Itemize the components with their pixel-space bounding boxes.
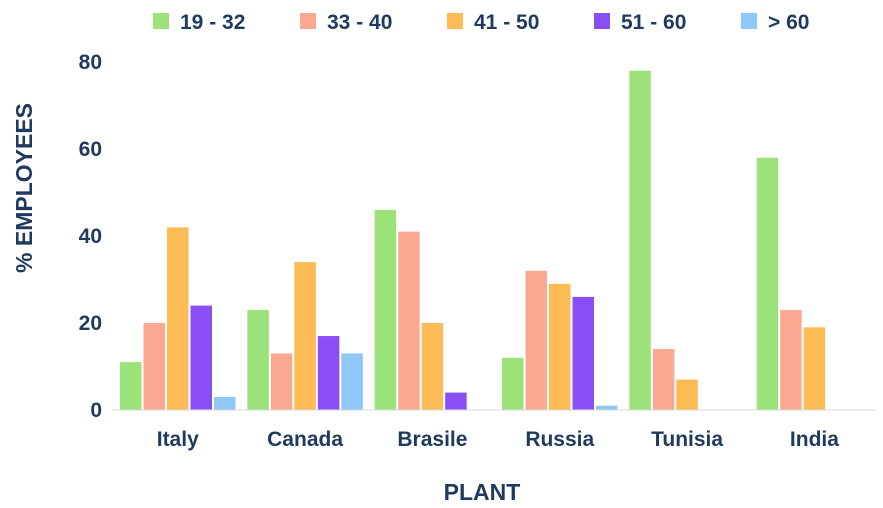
y-tick-label: 0 bbox=[90, 399, 102, 422]
bar-italy-series-3 bbox=[167, 227, 189, 410]
bar-brasile-series-3 bbox=[421, 323, 444, 410]
legend-label: 51 - 60 bbox=[621, 11, 686, 34]
bar-india-series-3 bbox=[803, 327, 826, 410]
x-category-label: Italy bbox=[157, 428, 199, 451]
y-tick-label: 40 bbox=[79, 225, 102, 248]
y-tick-label: 60 bbox=[79, 138, 102, 161]
bar-russia-series-1 bbox=[502, 357, 524, 410]
legend-swatch bbox=[300, 13, 316, 29]
bar-brasile-series-4 bbox=[445, 392, 467, 410]
legend: 19 - 32 33 - 40 41 - 50 51 - 60 > 60 bbox=[153, 11, 809, 34]
y-tick-label: 20 bbox=[79, 312, 102, 335]
bar-canada-series-1 bbox=[247, 309, 269, 410]
x-category-label: Brasile bbox=[397, 428, 467, 451]
bar-russia-series-3 bbox=[549, 283, 571, 410]
y-tick-label: 80 bbox=[79, 51, 102, 74]
bar-canada-series-2 bbox=[270, 353, 293, 410]
bar-tunisia-series-2 bbox=[652, 349, 675, 410]
bar-tunisia-series-1 bbox=[629, 70, 651, 410]
bar-italy-series-4 bbox=[190, 305, 212, 410]
x-axis-categories: Italy Canada Brasile Russia Tunisia India bbox=[157, 428, 839, 451]
bar-india-series-2 bbox=[780, 309, 802, 410]
x-category-label: India bbox=[790, 428, 839, 451]
legend-swatch bbox=[741, 13, 757, 29]
legend-swatch bbox=[447, 13, 463, 29]
bar-italy-series-2 bbox=[143, 323, 165, 410]
bar-italy-series-1 bbox=[120, 362, 142, 410]
x-axis-title: PLANT bbox=[444, 479, 521, 505]
y-axis-title: % EMPLOYEES bbox=[11, 103, 37, 273]
legend-swatch bbox=[153, 13, 169, 29]
legend-swatch bbox=[594, 13, 610, 29]
bar-russia-series-2 bbox=[525, 270, 547, 410]
bar-tunisia-series-3 bbox=[676, 379, 698, 410]
x-category-label: Russia bbox=[525, 428, 594, 451]
bar-canada-series-4 bbox=[317, 336, 340, 410]
bar-russia-series-5 bbox=[596, 405, 618, 410]
legend-label: 19 - 32 bbox=[180, 11, 245, 34]
legend-label: > 60 bbox=[768, 11, 809, 34]
bar-india-series-1 bbox=[756, 157, 779, 410]
x-category-label: Canada bbox=[267, 428, 343, 451]
legend-label: 33 - 40 bbox=[327, 11, 392, 34]
bar-canada-series-3 bbox=[294, 262, 316, 410]
bar-italy-series-5 bbox=[214, 396, 236, 410]
x-category-label: Tunisia bbox=[651, 428, 723, 451]
bar-brasile-series-1 bbox=[374, 209, 397, 410]
bar-russia-series-4 bbox=[572, 296, 594, 410]
y-axis-ticks: 0 20 40 60 80 bbox=[79, 51, 102, 422]
bar-brasile-series-2 bbox=[398, 231, 420, 410]
legend-label: 41 - 50 bbox=[474, 11, 539, 34]
bar-canada-series-5 bbox=[341, 353, 363, 410]
bars bbox=[120, 70, 826, 410]
